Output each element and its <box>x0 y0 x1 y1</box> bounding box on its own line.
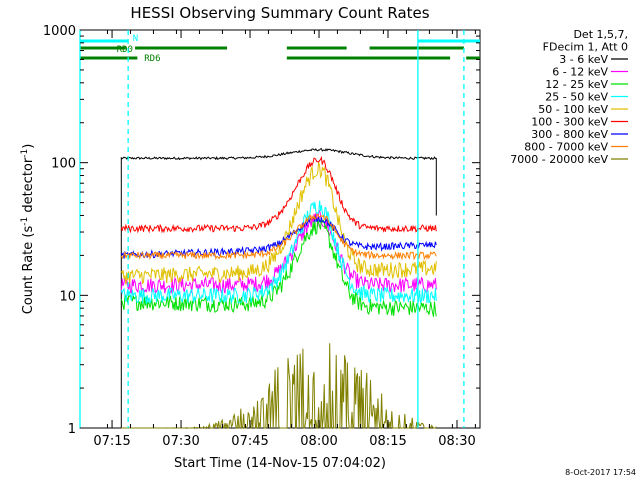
legend-header-0: Det 1,5,7, <box>573 28 628 41</box>
y-tick-label: 100 <box>51 157 76 172</box>
legend-entry-5: 100 - 300 keV <box>531 116 608 129</box>
y-tick-label: 10 <box>59 289 76 304</box>
x-axis-label: Start Time (14-Nov-15 07:04:02) <box>174 456 386 471</box>
y-axis-label: Count Rate (s-1 detector-1) <box>20 144 36 315</box>
legend-entry-1: 6 - 12 keV <box>552 66 608 79</box>
legend-entry-8: 7000 - 20000 keV <box>510 153 608 166</box>
legend-entry-4: 50 - 100 keV <box>538 103 608 116</box>
legend-entry-3: 25 - 50 keV <box>545 91 608 104</box>
footer-timestamp: 8-Oct-2017 17:54 <box>565 468 636 477</box>
x-tick-label: 08:15 <box>369 434 406 449</box>
series-line-3 <box>120 200 437 305</box>
x-axis: 07:15 07:30 07:45 08:00 08:15 08:30 <box>93 30 476 449</box>
legend-entry-6: 300 - 800 keV <box>531 128 608 141</box>
legend-entry-2: 12 - 25 keV <box>545 78 608 91</box>
y-tick-label: 1000 <box>43 24 76 39</box>
x-tick-label: 07:15 <box>93 434 130 449</box>
series-line-7 <box>120 213 437 261</box>
flag-label-n: N <box>133 34 138 44</box>
legend-header-1: FDecim 1, Att 0 <box>543 41 628 54</box>
x-tick-label: 07:45 <box>231 434 268 449</box>
chart-title: HESSI Observing Summary Count Rates <box>130 4 429 22</box>
legend-entry-0: 3 - 6 keV <box>559 53 608 66</box>
state-lines <box>79 30 465 428</box>
series-line-2 <box>120 218 437 317</box>
series-line-1 <box>120 209 437 296</box>
x-tick-label: 07:30 <box>162 434 199 449</box>
series-line-8 <box>121 343 437 429</box>
y-axis: 1 10 100 1000 <box>43 24 480 437</box>
series-line-4 <box>120 161 437 285</box>
x-tick-label: 08:30 <box>438 434 475 449</box>
x-tick-label: 08:00 <box>300 434 337 449</box>
plot-area <box>120 148 437 429</box>
flag-label-rd0: RD0 <box>117 45 133 55</box>
y-tick-label: 1 <box>68 422 76 437</box>
series-line-5 <box>120 155 437 234</box>
flag-label-rd6: RD6 <box>144 54 160 64</box>
series-line-0 <box>120 148 437 428</box>
legend-entry-7: 800 - 7000 keV <box>524 141 608 154</box>
